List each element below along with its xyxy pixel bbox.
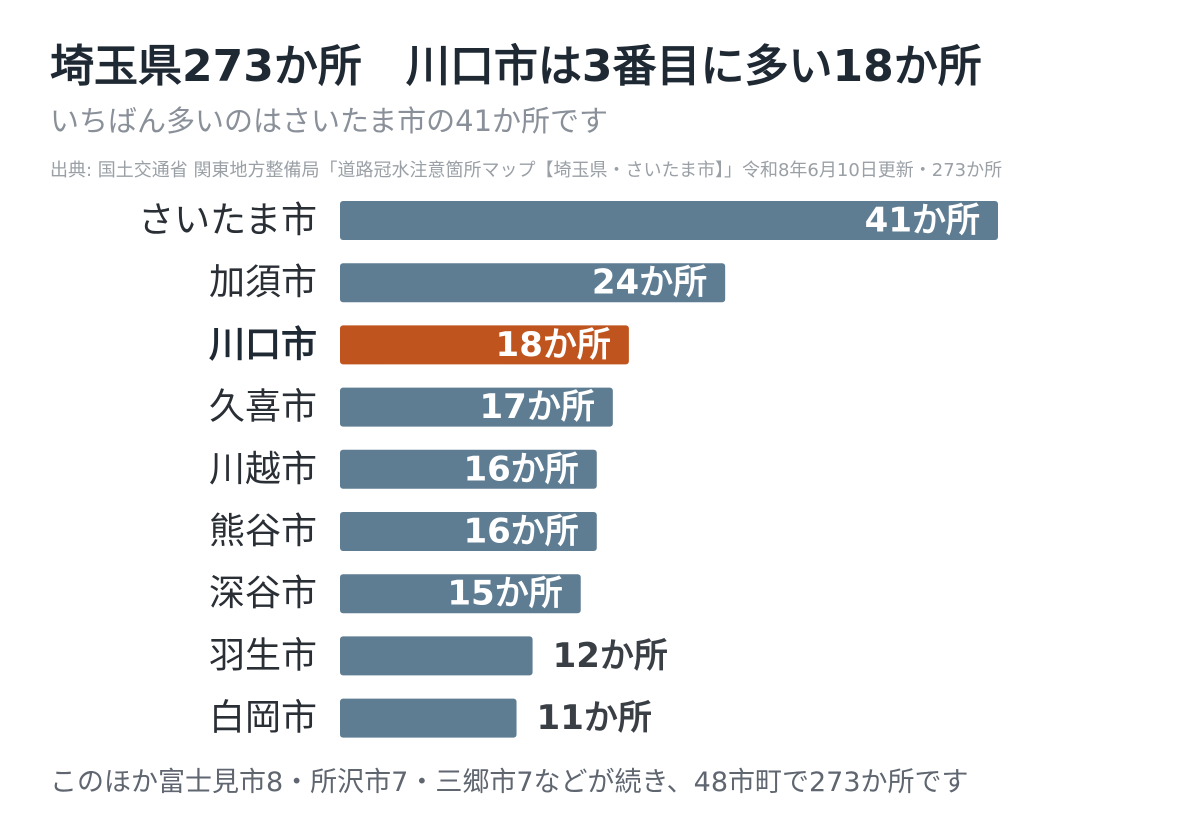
value-label-7: 15か所 xyxy=(447,574,562,614)
category-label-2: 加須市 xyxy=(209,262,317,303)
value-label-1: 41か所 xyxy=(865,201,980,241)
bar-8 xyxy=(340,636,533,676)
value-label-4: 17か所 xyxy=(480,387,595,427)
category-label-1: さいたま市 xyxy=(138,200,317,241)
bar-2 xyxy=(340,263,726,303)
value-label-5: 16か所 xyxy=(463,449,578,489)
bar-3-highlight xyxy=(340,325,629,365)
bar-5 xyxy=(340,449,597,489)
bar-7 xyxy=(340,574,581,614)
category-label-7: 深谷市 xyxy=(209,573,317,614)
value-label-2: 24か所 xyxy=(592,263,707,303)
value-label-6: 16か所 xyxy=(463,512,578,552)
category-label-4: 久喜市 xyxy=(209,387,317,428)
category-label-8: 羽生市 xyxy=(209,635,317,676)
bar-6 xyxy=(340,512,597,551)
value-label-8: 12か所 xyxy=(553,636,668,676)
bar-1 xyxy=(340,201,998,240)
value-label-3: 18か所 xyxy=(496,325,611,365)
bar-4 xyxy=(340,387,613,427)
category-label-6: 熊谷市 xyxy=(209,511,317,552)
bar-9 xyxy=(340,698,517,738)
chart-subtitle: いちばん多いのはさいたま市の41か所です xyxy=(50,104,609,138)
chart-title: 埼玉県273か所 川口市は3番目に多い18か所 xyxy=(50,41,982,92)
category-label-3: 川口市 xyxy=(209,324,317,365)
value-label-9: 11か所 xyxy=(537,698,652,738)
category-label-9: 白岡市 xyxy=(209,698,317,739)
category-label-5: 川越市 xyxy=(209,449,317,490)
source-note: 出典: 国土交通省 関東地方整備局「道路冠水注意箇所マップ【埼玉県・さいたま市】… xyxy=(50,160,1003,181)
footer-note: このほか富士見市8・所沢市7・三郷市7などが続き、48市町で273か所です xyxy=(50,767,969,798)
